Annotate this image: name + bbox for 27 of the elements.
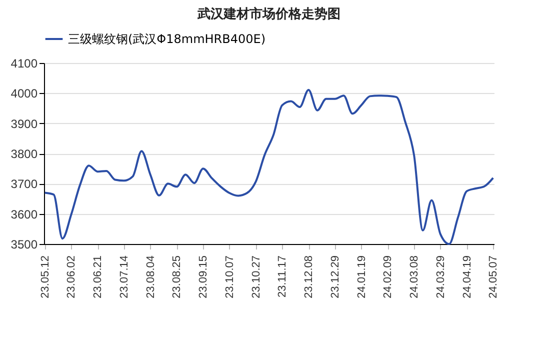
x-tick-label: 23.08.25 [171, 256, 184, 298]
chart-title: 武汉建材市场价格走势图 [196, 6, 340, 22]
x-tick-label: 23.11.17 [276, 256, 289, 298]
x-tick-label: 23.06.21 [92, 256, 104, 298]
legend-label: 三级螺纹钢(武汉Φ18mmHRB400E) [68, 32, 266, 46]
x-tick-label: 23.05.12 [39, 256, 52, 298]
y-tick-label: 3900 [10, 116, 38, 131]
x-tick-label: 23.12.08 [303, 256, 316, 298]
y-tick-label: 4000 [10, 86, 38, 101]
y-tick-label: 3700 [10, 177, 38, 192]
y-tick-label: 3500 [10, 238, 38, 252]
x-tick-label: 23.10.27 [250, 256, 262, 298]
x-tick-label: 23.06.02 [66, 256, 78, 298]
x-tick-label: 24.04.19 [461, 256, 474, 298]
x-tick-label: 23.08.04 [144, 256, 157, 298]
y-tick-label: 4100 [10, 56, 38, 70]
x-tick-label: 23.10.07 [224, 256, 236, 298]
y-tick-label: 3600 [10, 207, 38, 222]
x-tick-label: 23.07.14 [118, 256, 130, 298]
x-tick-label: 24.02.09 [382, 256, 394, 298]
x-tick-label: 24.01.19 [356, 256, 368, 298]
x-tick-label: 24.05.07 [488, 256, 500, 298]
x-tick-label: 24.03.29 [434, 256, 447, 298]
y-tick-label: 3800 [10, 147, 38, 161]
x-tick-label: 24.03.08 [408, 256, 421, 298]
x-tick-label: 23.09.15 [198, 256, 210, 298]
x-tick-label: 23.12.29 [329, 256, 342, 298]
